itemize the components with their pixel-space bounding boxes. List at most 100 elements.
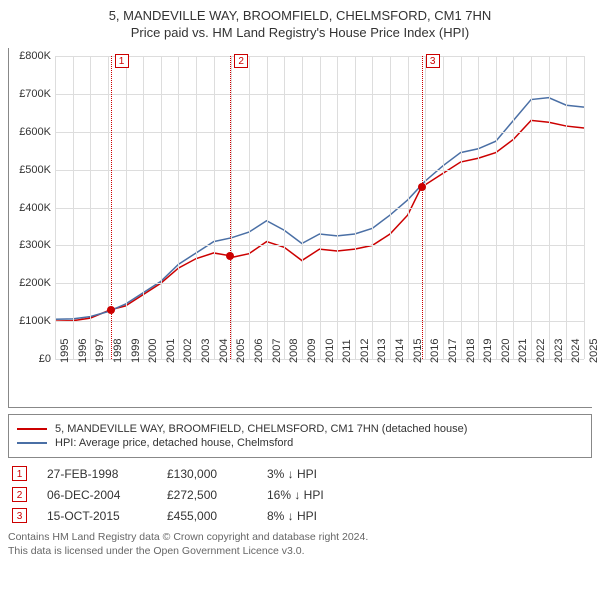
gridline-v [408,56,409,359]
x-axis-label: 2004 [218,339,230,363]
marker-dot [418,183,426,191]
transaction-price: £455,000 [167,509,247,523]
legend-row: 5, MANDEVILLE WAY, BROOMFIELD, CHELMSFOR… [17,423,583,435]
y-axis-label: £0 [39,353,51,365]
gridline-v [425,56,426,359]
y-axis-label: £200K [19,277,51,289]
transaction-row: 3 15-OCT-2015 £455,000 8% ↓ HPI [8,508,592,523]
gridline-v [73,56,74,359]
x-axis-label: 2020 [500,339,512,363]
x-axis-label: 2013 [376,339,388,363]
gridline-v [549,56,550,359]
y-axis-label: £800K [19,50,51,62]
x-axis-label: 1999 [130,339,142,363]
y-axis-label: £400K [19,202,51,214]
transaction-row: 127-FEB-1998£130,0003% ↓ HPI [8,466,592,481]
gridline-v [566,56,567,359]
gridline-v [249,56,250,359]
x-axis-label: 2007 [271,339,283,363]
x-axis-label: 2018 [465,339,477,363]
y-axis-label: £700K [19,88,51,100]
gridline-v [214,56,215,359]
gridline-v [267,56,268,359]
x-axis-label: 1995 [59,339,71,363]
x-axis-label: 2008 [288,339,300,363]
legend-row: HPI: Average price, detached house, Chel… [17,437,583,449]
gridline-v [443,56,444,359]
marker-box: 3 [426,54,440,68]
gridline-v [90,56,91,359]
legend: 5, MANDEVILLE WAY, BROOMFIELD, CHELMSFOR… [8,414,592,458]
x-axis-label: 2000 [147,339,159,363]
gridline-v [55,56,56,359]
gridline-v [320,56,321,359]
marker-dot [226,252,234,260]
legend-swatch [17,428,47,430]
footer-line1: Contains HM Land Registry data © Crown c… [8,531,592,545]
x-axis-label: 2001 [165,339,177,363]
gridline-v [531,56,532,359]
x-axis-label: 2010 [324,339,336,363]
transaction-price: £130,000 [167,467,247,481]
chart-title-line1: 5, MANDEVILLE WAY, BROOMFIELD, CHELMSFOR… [8,8,592,23]
transaction-price: £272,500 [167,488,247,502]
gridline-v [372,56,373,359]
x-axis-label: 2022 [535,339,547,363]
gridline-v [126,56,127,359]
gridline-v [513,56,514,359]
x-axis-label: 2023 [553,339,565,363]
legend-swatch [17,442,47,444]
transaction-marker: 2 [12,487,27,502]
transaction-date: 06-DEC-2004 [47,488,147,502]
x-axis-label: 2014 [394,339,406,363]
transaction-row: 2 06-DEC-2004 £272,500 16% ↓ HPI [8,487,592,502]
gridline-v [584,56,585,359]
chart-title-line2: Price paid vs. HM Land Registry's House … [8,25,592,40]
plot-area: £0£100K£200K£300K£400K£500K£600K£700K£80… [55,56,584,359]
x-axis-label: 1997 [94,339,106,363]
transaction-marker: 3 [12,508,27,523]
gridline-v [178,56,179,359]
x-axis-label: 2005 [235,339,247,363]
gridline-v [231,56,232,359]
marker-box: 1 [115,54,129,68]
marker-vline [230,56,231,359]
x-axis-label: 2024 [570,339,582,363]
gridline-v [143,56,144,359]
gridline-v [302,56,303,359]
x-axis-label: 2006 [253,339,265,363]
legend-label: HPI: Average price, detached house, Chel… [55,437,293,449]
gridline-v [161,56,162,359]
gridline-v [461,56,462,359]
gridline-v [337,56,338,359]
x-axis-label: 2012 [359,339,371,363]
transaction-diff: 8% ↓ HPI [267,509,357,523]
footer: Contains HM Land Registry data © Crown c… [8,531,592,558]
x-axis-label: 2021 [517,339,529,363]
legend-label: 5, MANDEVILLE WAY, BROOMFIELD, CHELMSFOR… [55,423,467,435]
y-axis-label: £100K [19,315,51,327]
y-axis-label: £600K [19,126,51,138]
marker-box: 2 [234,54,248,68]
x-axis-label: 2011 [341,339,353,363]
x-axis-label: 2019 [482,339,494,363]
x-axis-label: 2009 [306,339,318,363]
gridline-v [284,56,285,359]
gridline-v [496,56,497,359]
y-axis-label: £300K [19,239,51,251]
marker-dot [107,306,115,314]
gridline-v [390,56,391,359]
x-axis-label: 2016 [429,339,441,363]
gridline-v [478,56,479,359]
gridline-v [196,56,197,359]
x-axis-label: 2025 [588,339,600,363]
x-axis-label: 1996 [77,339,89,363]
transactions-list: 127-FEB-1998£130,0003% ↓ HPI 2 06-DEC-2004… [8,466,592,523]
transaction-diff: 16% ↓ HPI [267,488,357,502]
x-axis-label: 1998 [112,339,124,363]
transaction-date: 15-OCT-2015 [47,509,147,523]
x-axis-label: 2017 [447,339,459,363]
gridline-v [355,56,356,359]
x-axis-label: 2002 [182,339,194,363]
marker-vline [422,56,423,359]
